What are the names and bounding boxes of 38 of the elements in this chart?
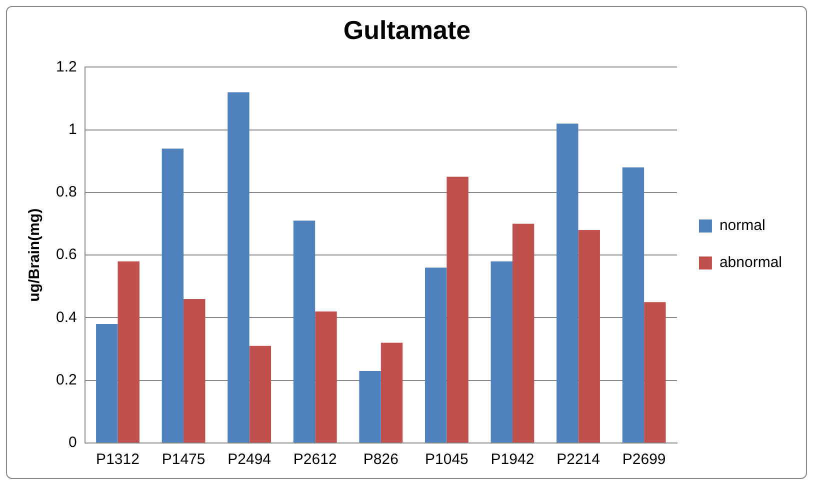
x-tick-label: P2612 <box>293 451 337 468</box>
bar <box>315 311 337 442</box>
bar <box>184 298 206 442</box>
bar <box>556 124 578 442</box>
bar <box>622 167 644 442</box>
bar <box>162 148 184 442</box>
bar <box>228 92 250 442</box>
legend-label: abnormal <box>719 254 782 272</box>
y-tick-label: 0 <box>68 434 77 452</box>
x-tick-label: P1942 <box>490 451 534 468</box>
bar <box>446 176 468 442</box>
y-tick-label: 0.6 <box>56 246 77 264</box>
x-tick-label: P2494 <box>228 451 272 468</box>
bar <box>380 342 403 442</box>
x-tick-label: P1312 <box>96 451 140 468</box>
bar <box>644 302 666 442</box>
y-tick-label: 0.2 <box>56 372 77 389</box>
x-tick-label: P1045 <box>425 451 468 468</box>
x-tick-label: P1475 <box>162 451 206 468</box>
bar <box>490 261 512 442</box>
y-axis-title: ug/Brain(mg) <box>26 208 44 302</box>
bar <box>512 224 534 442</box>
x-tick-label: P826 <box>363 451 398 468</box>
x-tick-label: P2214 <box>556 451 600 468</box>
chart-title: Gultamate <box>343 14 471 45</box>
bar <box>359 370 381 442</box>
bar <box>118 261 140 442</box>
y-tick-label: 0.8 <box>56 184 77 201</box>
x-tick-label: P2699 <box>622 451 666 468</box>
y-tick-label: 1 <box>68 120 77 138</box>
bar <box>249 346 272 442</box>
y-tick-label: 1.2 <box>56 58 77 76</box>
bar <box>578 230 600 442</box>
bar <box>96 324 118 442</box>
legend-label: normal <box>719 217 766 234</box>
y-tick-label: 0.4 <box>56 308 77 326</box>
bar <box>424 268 447 442</box>
bar <box>293 220 316 442</box>
